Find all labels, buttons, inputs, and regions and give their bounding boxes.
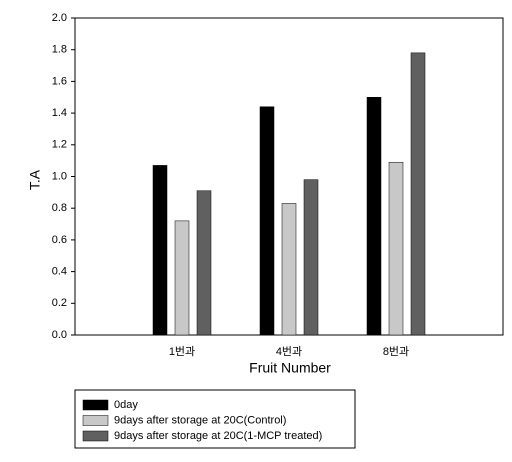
bar bbox=[410, 52, 426, 336]
y-tick-label: 1.8 bbox=[52, 44, 67, 56]
bar bbox=[303, 179, 319, 336]
y-tick-label: 0.0 bbox=[52, 329, 67, 341]
y-tick-label: 0.6 bbox=[52, 234, 67, 246]
y-tick-label: 1.6 bbox=[52, 75, 67, 87]
legend-swatch bbox=[82, 430, 109, 442]
y-tick-label: 1.4 bbox=[52, 107, 67, 119]
bar bbox=[388, 161, 404, 336]
y-tick-label: 0.2 bbox=[52, 297, 67, 309]
y-tick-label: 0.8 bbox=[52, 202, 67, 214]
bar bbox=[152, 165, 168, 336]
legend-swatch bbox=[82, 399, 109, 411]
legend-label: 0day bbox=[114, 399, 138, 411]
legend-label: 9days after storage at 20C(Control) bbox=[114, 414, 286, 426]
y-tick-label: 1.2 bbox=[52, 139, 67, 151]
legend-swatch bbox=[82, 415, 109, 426]
x-tick-label: 4번과 bbox=[276, 345, 302, 358]
y-tick-label: 1.0 bbox=[52, 170, 67, 182]
x-axis-label: Fruit Number bbox=[249, 360, 331, 376]
legend-label: 9days after storage at 20C(1-MCP treated… bbox=[114, 430, 322, 442]
y-tick-label: 0.4 bbox=[52, 266, 67, 278]
x-tick-label: 1번과 bbox=[169, 345, 195, 358]
bar bbox=[281, 203, 297, 336]
bar bbox=[366, 97, 382, 336]
bar bbox=[174, 220, 190, 336]
legend-box bbox=[74, 389, 356, 449]
y-tick-label: 2.0 bbox=[52, 12, 67, 24]
y-axis-label: T.A bbox=[27, 169, 43, 190]
bar bbox=[259, 106, 275, 336]
bar bbox=[196, 190, 212, 336]
x-tick-label: 8번과 bbox=[383, 345, 409, 358]
